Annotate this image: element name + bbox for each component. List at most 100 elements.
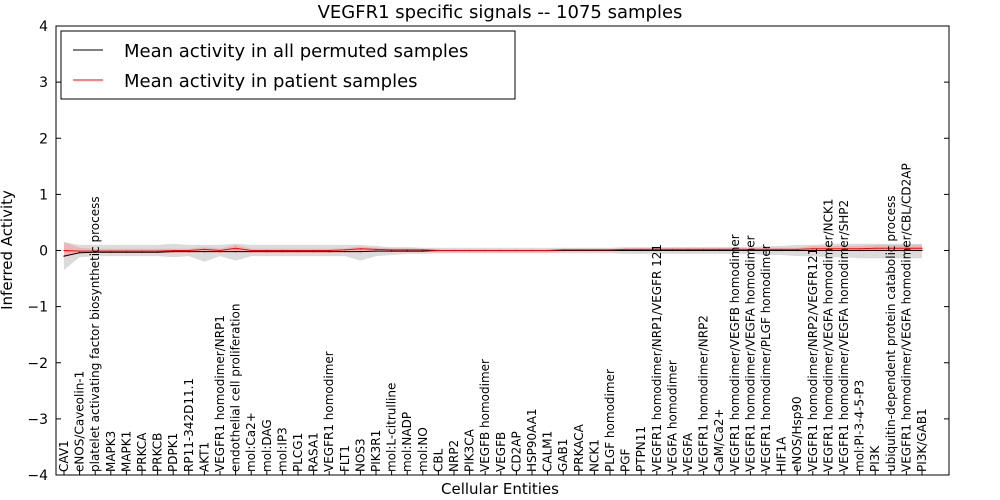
point-permuted: [640, 249, 642, 252]
y-tick-label: 0: [39, 244, 48, 260]
point-permuted: [266, 251, 268, 253]
category-label: FLT1: [338, 445, 352, 472]
legend-label-patient: Mean activity in patient samples: [124, 71, 418, 92]
point-patient: [921, 247, 923, 249]
y-tick-label: −4: [27, 468, 48, 484]
point-patient: [874, 247, 876, 249]
point-permuted: [625, 249, 627, 252]
category-label: VEGFR1 homodimer/VEGFA homodimer: [743, 235, 757, 472]
category-label: VEGFR1 homodimer/VEGFA homodimer/NCK1: [821, 198, 835, 472]
category-label: AKT1: [197, 442, 211, 472]
point-patient: [515, 249, 518, 252]
category-label: VEGFR1 homodimer/PLGF homodimer: [759, 244, 773, 472]
point-patient: [562, 249, 564, 251]
point-patient: [843, 248, 845, 250]
point-permuted: [157, 251, 159, 253]
point-patient: [671, 248, 674, 250]
point-permuted: [235, 251, 237, 253]
point-permuted: [359, 251, 361, 253]
point-permuted: [79, 252, 81, 254]
point-patient: [734, 248, 736, 250]
category-label: HIF1A: [775, 436, 789, 472]
category-label: CBL: [431, 448, 445, 472]
category-label: VEGFR1 homodimer/VEGFA homodimer/SHP2: [837, 200, 851, 472]
point-patient: [718, 248, 720, 250]
category-label: mol:PI-3-4-5-P3: [853, 380, 867, 472]
category-label: PLGF homodimer: [603, 369, 617, 472]
plot-frame: [55, 25, 950, 476]
category-label: eNOS/Hsp90: [790, 396, 804, 472]
point-patient: [578, 249, 580, 251]
point-patient: [141, 250, 143, 252]
point-patient: [172, 249, 174, 252]
category-label: VEGFA homodimer: [665, 360, 679, 472]
point-patient: [203, 248, 205, 250]
point-patient: [749, 248, 752, 250]
point-patient: [297, 249, 299, 252]
point-permuted: [843, 249, 845, 252]
point-patient: [905, 247, 908, 249]
point-permuted: [391, 250, 393, 252]
point-patient: [781, 248, 783, 250]
point-permuted: [703, 249, 705, 252]
category-label: GAB1: [556, 439, 570, 472]
y-tick-label: 4: [39, 19, 48, 35]
point-patient: [859, 248, 861, 250]
point-permuted: [827, 249, 830, 252]
point-patient: [547, 249, 549, 252]
point-permuted: [110, 251, 112, 253]
point-permuted: [718, 249, 720, 252]
point-patient: [703, 248, 705, 250]
band-patient: [64, 242, 922, 258]
point-patient: [406, 249, 408, 251]
category-label: VEGFA: [681, 432, 695, 472]
point-patient: [266, 249, 268, 252]
point-permuted: [812, 249, 814, 252]
category-label: PLCG1: [291, 433, 305, 472]
category-label: VEGFR1 homodimer/NRP2/VEGFR121: [806, 248, 820, 472]
category-label: PIK3R1: [369, 430, 383, 472]
category-label: ubiquitin-dependent protein catabolic pr…: [884, 196, 898, 472]
category-label: mol:DAG: [260, 419, 274, 472]
category-label: MAPK1: [119, 431, 133, 472]
point-permuted: [905, 249, 908, 252]
y-tick-label: −1: [27, 300, 48, 316]
category-label: PTPN11: [634, 426, 648, 472]
point-permuted: [375, 250, 377, 252]
point-patient: [328, 249, 330, 252]
category-label: VEGFB homodimer: [478, 359, 492, 472]
point-patient: [188, 249, 190, 252]
point-patient: [593, 249, 596, 251]
category-label: platelet activating factor biosynthetic …: [88, 196, 102, 472]
category-label: CaM/Ca2+: [712, 408, 726, 472]
point-patient: [157, 250, 159, 252]
point-patient: [344, 249, 346, 251]
point-permuted: [219, 251, 221, 253]
legend-label-permuted: Mean activity in all permuted samples: [124, 41, 468, 62]
category-label: VEGFR1 homodimer/NRP1: [213, 315, 227, 472]
y-tick-label: −2: [27, 356, 48, 372]
point-permuted: [63, 255, 65, 257]
point-patient: [281, 249, 283, 252]
category-label: PDPK1: [166, 433, 180, 472]
line-patient: [63, 247, 922, 252]
category-label: PRKACA: [572, 423, 586, 472]
point-permuted: [671, 249, 674, 252]
category-label: mol:Ca2+: [244, 412, 258, 472]
point-permuted: [890, 249, 892, 252]
point-patient: [796, 248, 798, 250]
y-axis-label: Inferred Activity: [0, 190, 16, 310]
series-lines: [63, 247, 923, 257]
y-tick-label: 2: [39, 131, 48, 147]
category-label: eNOS/Caveolin-1: [73, 371, 87, 472]
category-label: PI3K: [868, 445, 882, 472]
point-patient: [94, 250, 96, 252]
category-label: RASA1: [307, 432, 321, 472]
point-permuted: [874, 249, 876, 252]
point-permuted: [125, 251, 127, 253]
point-permuted: [796, 249, 798, 252]
point-patient: [625, 248, 627, 250]
category-label: RP11-342D11.1: [182, 378, 196, 472]
point-permuted: [859, 249, 861, 252]
